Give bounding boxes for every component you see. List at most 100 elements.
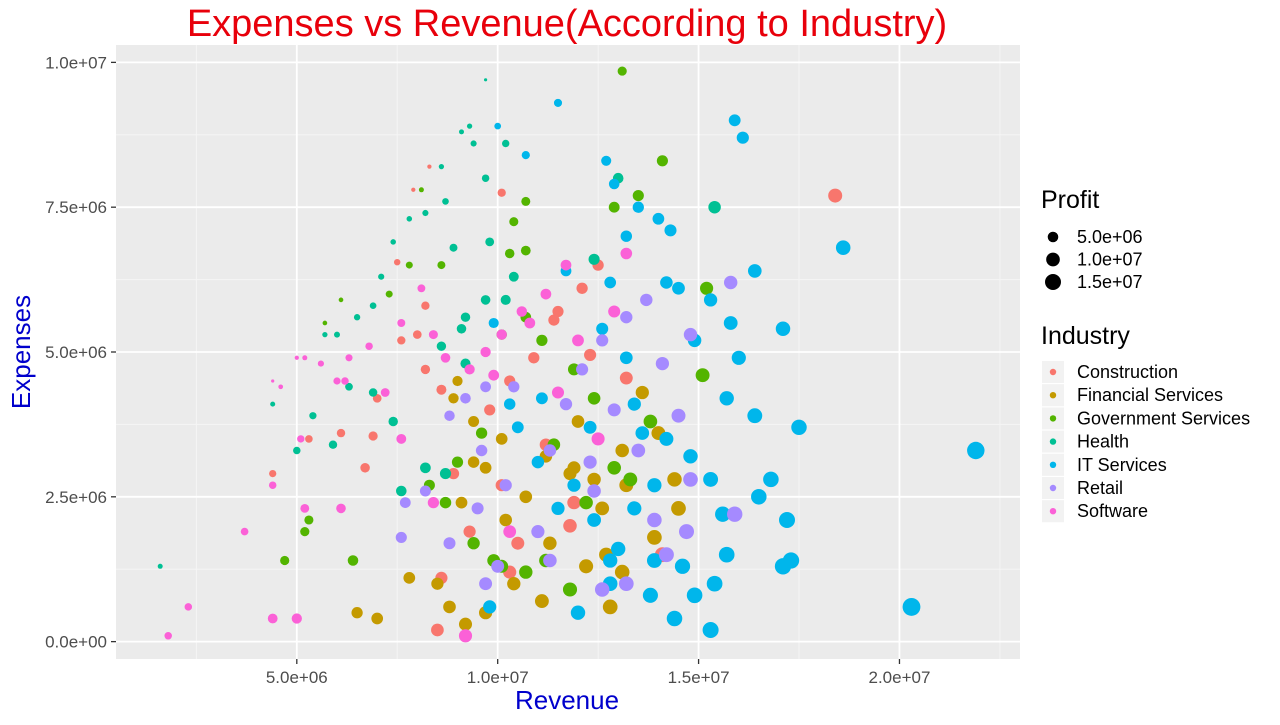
data-point bbox=[431, 577, 444, 590]
data-point bbox=[563, 467, 577, 481]
data-point bbox=[495, 433, 508, 445]
data-point bbox=[723, 316, 738, 330]
data-point bbox=[728, 114, 741, 127]
data-point bbox=[488, 369, 500, 381]
data-point bbox=[371, 612, 384, 625]
data-point bbox=[706, 575, 723, 592]
legend-color-label: Financial Services bbox=[1077, 385, 1223, 405]
data-point bbox=[305, 435, 313, 443]
data-point bbox=[583, 420, 597, 434]
data-point bbox=[508, 381, 520, 393]
data-point bbox=[570, 605, 586, 620]
data-point bbox=[635, 426, 650, 440]
data-point bbox=[534, 594, 549, 609]
data-point bbox=[369, 302, 377, 310]
data-point bbox=[499, 479, 512, 492]
legend-color-key bbox=[1049, 508, 1057, 515]
data-point bbox=[399, 497, 411, 508]
data-point bbox=[763, 471, 779, 488]
data-point bbox=[615, 443, 629, 458]
data-point bbox=[503, 525, 517, 538]
data-point bbox=[579, 559, 594, 574]
data-point bbox=[602, 599, 618, 615]
data-point bbox=[618, 576, 634, 592]
data-point bbox=[700, 281, 714, 295]
data-point bbox=[302, 355, 308, 361]
data-point bbox=[480, 346, 491, 358]
data-point bbox=[419, 485, 431, 497]
data-point bbox=[184, 603, 193, 611]
data-point bbox=[521, 151, 530, 160]
data-point bbox=[659, 431, 674, 446]
data-point bbox=[775, 321, 791, 337]
data-point bbox=[504, 248, 515, 259]
data-point bbox=[627, 397, 641, 411]
y-tick-label: 7.5e+06 bbox=[45, 198, 107, 217]
data-point bbox=[322, 331, 328, 338]
x-tick-label: 1.5e+07 bbox=[668, 668, 730, 687]
data-point bbox=[664, 224, 677, 237]
data-point bbox=[484, 404, 496, 416]
data-point bbox=[390, 239, 396, 245]
data-point bbox=[679, 524, 694, 540]
data-point bbox=[519, 565, 533, 579]
data-point bbox=[791, 419, 807, 436]
data-point bbox=[503, 398, 516, 410]
data-point bbox=[686, 587, 703, 604]
data-point bbox=[667, 472, 682, 487]
data-point bbox=[608, 201, 620, 213]
data-point bbox=[336, 503, 346, 514]
data-point bbox=[436, 384, 447, 395]
data-point bbox=[702, 621, 719, 639]
legend-size-label: 5.0e+06 bbox=[1077, 227, 1143, 247]
data-point bbox=[270, 401, 276, 407]
data-point bbox=[627, 501, 642, 516]
data-point bbox=[576, 363, 589, 376]
data-point bbox=[421, 301, 430, 310]
legend-size-key bbox=[1047, 231, 1059, 243]
data-point bbox=[509, 217, 519, 227]
data-point bbox=[403, 572, 416, 584]
data-point bbox=[642, 587, 658, 603]
data-point bbox=[631, 443, 646, 458]
data-point bbox=[535, 392, 548, 405]
data-point bbox=[494, 122, 502, 130]
data-point bbox=[660, 276, 673, 289]
data-point bbox=[620, 230, 633, 242]
data-point bbox=[703, 293, 718, 307]
data-point bbox=[485, 237, 495, 247]
data-point bbox=[460, 393, 471, 404]
data-point bbox=[543, 444, 557, 457]
data-point bbox=[751, 489, 767, 505]
data-point bbox=[596, 334, 609, 347]
legend-color-key bbox=[1049, 415, 1057, 422]
legend-color-label: Health bbox=[1077, 432, 1129, 452]
data-point bbox=[507, 577, 521, 591]
data-point bbox=[411, 187, 416, 192]
data-point bbox=[531, 525, 545, 539]
data-point bbox=[596, 322, 609, 335]
data-point bbox=[456, 324, 467, 334]
data-point bbox=[471, 502, 484, 515]
data-point bbox=[464, 364, 475, 375]
data-point bbox=[397, 336, 406, 345]
data-point bbox=[475, 444, 488, 457]
data-point bbox=[647, 530, 662, 545]
data-point bbox=[902, 597, 921, 616]
legend-size-key bbox=[1046, 252, 1060, 267]
data-point bbox=[488, 317, 499, 329]
data-point bbox=[157, 563, 163, 569]
data-point bbox=[607, 403, 621, 417]
data-point bbox=[291, 613, 302, 624]
data-point bbox=[551, 386, 565, 399]
data-point bbox=[443, 537, 456, 550]
legend-size-key bbox=[1045, 274, 1061, 290]
data-point bbox=[656, 155, 668, 167]
data-point bbox=[467, 456, 480, 468]
data-point bbox=[437, 261, 446, 270]
data-point bbox=[655, 356, 670, 371]
data-point bbox=[334, 331, 340, 338]
data-point bbox=[652, 212, 665, 225]
data-point bbox=[671, 408, 686, 423]
data-point bbox=[368, 431, 378, 441]
